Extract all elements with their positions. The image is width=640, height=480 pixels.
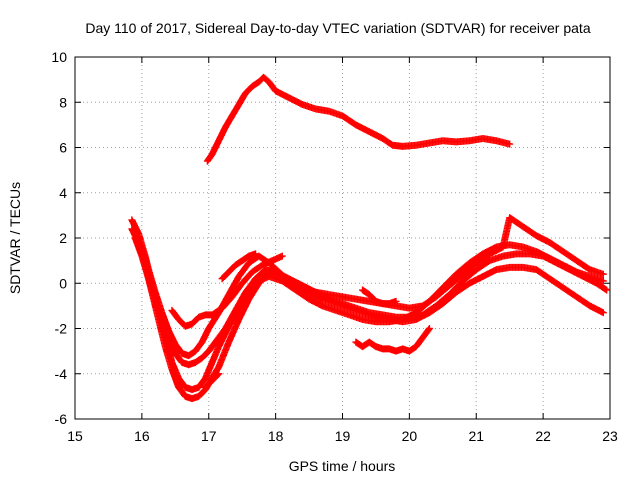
- x-tick-label: 23: [602, 428, 618, 444]
- y-tick-label: -6: [55, 411, 68, 427]
- data-points-arc-h: [359, 286, 400, 308]
- series-arc-a: [128, 216, 607, 394]
- x-tick-label: 17: [201, 428, 217, 444]
- data-points-arc-d: [131, 214, 607, 360]
- series-arc-h: [359, 286, 400, 308]
- y-tick-label: 10: [51, 49, 67, 65]
- x-tick-label: 21: [468, 428, 484, 444]
- series-arc-d: [131, 214, 607, 360]
- data-points-arc-high: [203, 73, 514, 165]
- series-arc-f: [218, 250, 260, 283]
- y-tick-label: 0: [59, 275, 67, 291]
- chart-title: Day 110 of 2017, Sidereal Day-to-day VTE…: [85, 20, 590, 36]
- y-tick-label: -4: [55, 366, 68, 382]
- x-tick-label: 16: [134, 428, 150, 444]
- x-tick-label: 19: [335, 428, 351, 444]
- data-points-arc-g: [352, 325, 433, 355]
- y-axis-title: SDTVAR / TECUs: [7, 182, 23, 294]
- series-arc-e: [168, 252, 286, 330]
- x-tick-label: 20: [402, 428, 418, 444]
- data-points-arc-e: [168, 252, 286, 330]
- data-points-arc-a: [128, 216, 607, 394]
- data-series: [128, 73, 611, 403]
- data-points-arc-i: [201, 370, 223, 391]
- data-points-arc-f: [218, 250, 260, 283]
- x-axis-title: GPS time / hours: [289, 458, 396, 474]
- series-arc-high: [203, 73, 514, 165]
- y-tick-label: 2: [59, 230, 67, 246]
- x-tick-label: 15: [67, 428, 83, 444]
- x-tick-label: 18: [268, 428, 284, 444]
- series-arc-g: [352, 325, 433, 355]
- grid: [75, 57, 610, 419]
- y-tick-label: 4: [59, 185, 67, 201]
- x-tick-label: 22: [535, 428, 551, 444]
- y-tick-label: 6: [59, 140, 67, 156]
- y-tick-label: -2: [55, 321, 68, 337]
- y-tick-label: 8: [59, 94, 67, 110]
- axis-ticks: 15 16 17 18 19 20 21 22 23 -6 -4 -2 0 2 4 6 8 10: [51, 49, 618, 444]
- series-arc-i: [201, 370, 223, 391]
